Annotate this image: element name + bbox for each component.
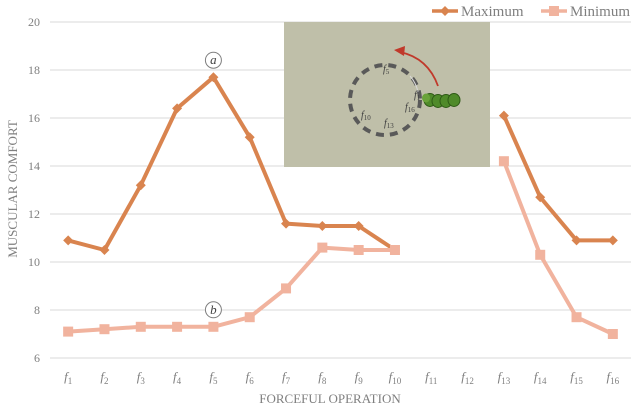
point-maximum-f14 bbox=[535, 192, 546, 203]
legend-swatch-marker bbox=[549, 6, 559, 16]
point-minimum-f13 bbox=[498, 156, 509, 167]
y-tick-6: 6 bbox=[34, 351, 40, 365]
point-minimum-f16 bbox=[607, 329, 618, 339]
series-layer bbox=[63, 72, 618, 339]
svg-text:a: a bbox=[210, 52, 217, 67]
point-maximum-f1 bbox=[63, 235, 74, 246]
legend-label-minimum: Minimum bbox=[570, 4, 630, 20]
inset-label-f1: f1 bbox=[414, 90, 421, 102]
point-maximum-f6 bbox=[244, 132, 255, 143]
point-minimum-f9 bbox=[353, 245, 364, 255]
y-tick-16: 16 bbox=[28, 111, 40, 125]
inset-label-f16: f16 bbox=[405, 102, 415, 114]
point-maximum-f2 bbox=[99, 245, 110, 255]
x-tick-f3: f3 bbox=[137, 369, 146, 386]
x-tick-labels: f1 f2 f3 f4 f5 f6 f7 f8 f9 f10 f11 f12 f13 f14 f15 f16 bbox=[64, 369, 620, 386]
inset-label-f10: f10 bbox=[361, 110, 371, 122]
point-maximum-f4 bbox=[172, 103, 183, 114]
series-line-minimum-1 bbox=[501, 159, 615, 336]
legend-swatch-marker bbox=[440, 6, 450, 16]
point-minimum-f2 bbox=[99, 324, 110, 335]
x-tick-f6: f6 bbox=[246, 369, 255, 386]
x-tick-f13: f13 bbox=[498, 369, 511, 386]
inset-label-f5: f5 bbox=[383, 64, 390, 76]
point-maximum-f8 bbox=[317, 221, 328, 231]
x-tick-f9: f9 bbox=[355, 369, 364, 386]
y-tick-labels: 6 8 10 12 14 16 18 20 bbox=[28, 15, 40, 365]
rotation-circle bbox=[348, 63, 422, 137]
y-tick-20: 20 bbox=[28, 15, 40, 29]
annotation-b: b bbox=[204, 301, 222, 319]
point-maximum-f9 bbox=[353, 221, 364, 231]
point-minimum-f10 bbox=[389, 245, 400, 255]
y-axis-title: MUSCULAR COMFORT bbox=[5, 120, 20, 258]
rotation-arrowhead bbox=[394, 46, 405, 56]
y-tick-8: 8 bbox=[34, 303, 40, 317]
point-maximum-f16 bbox=[607, 235, 618, 246]
x-tick-f1: f1 bbox=[64, 369, 72, 386]
inset-background bbox=[284, 22, 490, 167]
x-tick-f5: f5 bbox=[209, 369, 218, 386]
y-tick-14: 14 bbox=[28, 159, 40, 173]
series-minimum bbox=[63, 156, 618, 339]
x-tick-f4: f4 bbox=[173, 369, 182, 386]
legend-item-maximum: Maximum bbox=[432, 4, 524, 20]
series-maximum bbox=[63, 72, 618, 255]
x-tick-f8: f8 bbox=[318, 369, 327, 386]
point-minimum-f7 bbox=[281, 283, 292, 294]
x-tick-f7: f7 bbox=[282, 369, 291, 386]
x-tick-f11: f11 bbox=[425, 369, 437, 386]
point-minimum-f5 bbox=[208, 321, 219, 332]
series-line-maximum-0 bbox=[66, 75, 397, 252]
legend-label-maximum: Maximum bbox=[461, 4, 524, 20]
point-maximum-f15 bbox=[571, 235, 582, 246]
point-maximum-f3 bbox=[135, 180, 146, 191]
annotations: ab bbox=[204, 51, 222, 319]
series-line-maximum-1 bbox=[501, 113, 615, 243]
y-tick-18: 18 bbox=[28, 63, 40, 77]
point-maximum-f7 bbox=[281, 218, 292, 229]
legend-item-minimum: Minimum bbox=[541, 4, 630, 20]
caterpillar-icon bbox=[422, 93, 461, 108]
x-tick-f12: f12 bbox=[461, 369, 474, 386]
series-line-minimum-0 bbox=[66, 245, 397, 334]
inset-label-f13: f13 bbox=[384, 118, 394, 130]
point-minimum-f3 bbox=[135, 321, 146, 332]
x-tick-f2: f2 bbox=[100, 369, 108, 386]
point-minimum-f6 bbox=[244, 312, 255, 323]
point-minimum-f1 bbox=[63, 326, 74, 337]
point-maximum-f5 bbox=[208, 72, 219, 83]
x-tick-f14: f14 bbox=[534, 369, 547, 386]
x-tick-f10: f10 bbox=[389, 369, 402, 386]
y-tick-12: 12 bbox=[28, 207, 40, 221]
point-minimum-f4 bbox=[172, 321, 183, 332]
rotation-arrow bbox=[399, 51, 439, 87]
x-tick-f15: f15 bbox=[570, 369, 583, 386]
svg-text:b: b bbox=[210, 302, 217, 317]
y-tick-10: 10 bbox=[28, 255, 40, 269]
x-tick-f16: f16 bbox=[607, 369, 620, 386]
point-maximum-f13 bbox=[498, 110, 509, 121]
point-minimum-f14 bbox=[535, 249, 546, 260]
annotation-a: a bbox=[204, 51, 222, 69]
point-minimum-f15 bbox=[571, 312, 582, 323]
legend: Maximum Minimum bbox=[432, 4, 630, 20]
point-minimum-f8 bbox=[317, 242, 328, 253]
x-axis-title: FORCEFUL OPERATION bbox=[259, 391, 401, 406]
